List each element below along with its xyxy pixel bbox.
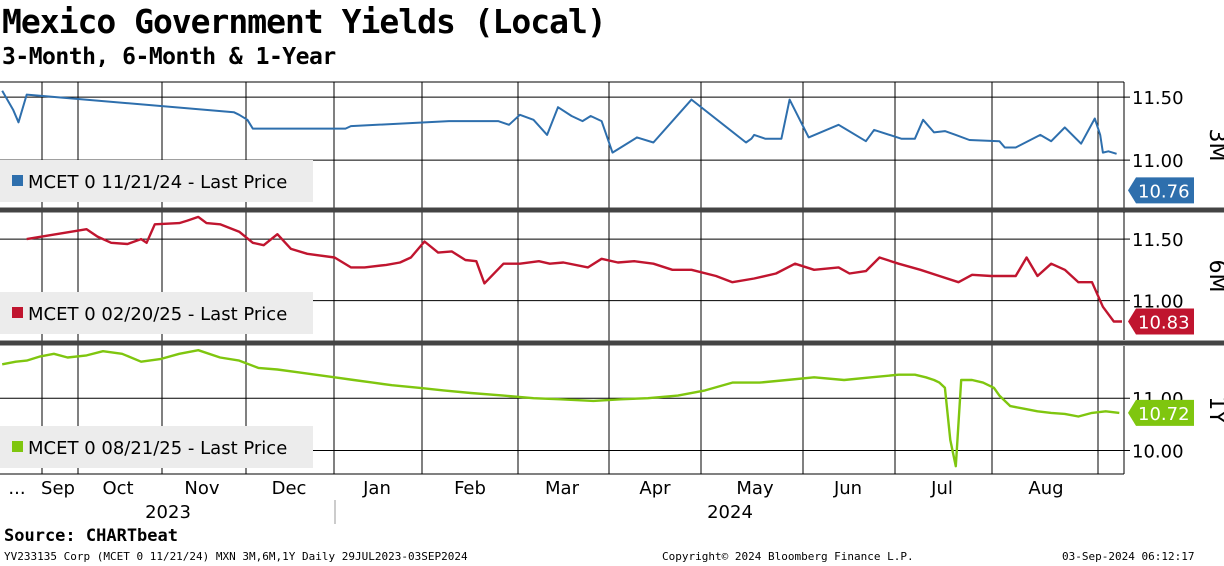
legend-swatch (12, 175, 23, 186)
x-tick-label: Jun (833, 478, 862, 499)
panel-separator (0, 340, 1224, 346)
x-tick-label: Aug (1028, 478, 1063, 499)
y-tick-label: 10.00 (1132, 441, 1184, 462)
x-year-label: 2023 (145, 502, 191, 523)
chart-title: Mexico Government Yields (Local) (2, 2, 607, 41)
legend-label: MCET 0 08/21/25 - Last Price (28, 438, 287, 459)
x-tick-label: Nov (184, 478, 219, 499)
x-tick-label: Dec (272, 478, 307, 499)
legend-box (0, 426, 313, 468)
last-price-tag (1128, 308, 1194, 335)
last-price-tag (1128, 177, 1194, 204)
footer-timestamp: 03-Sep-2024 06:12:17 (1062, 550, 1195, 563)
y-tick-label: 11.00 (1132, 292, 1184, 313)
x-tick-label: ... (8, 478, 25, 499)
legend-label: MCET 0 02/20/25 - Last Price (28, 304, 287, 325)
chart-subtitle: 3-Month, 6-Month & 1-Year (2, 44, 336, 70)
last-price-label: 10.72 (1138, 404, 1190, 425)
footer-copyright: Copyright© 2024 Bloomberg Finance L.P. (662, 550, 914, 563)
x-tick-label: Sep (41, 478, 75, 499)
panel-label: 6M (1204, 260, 1224, 293)
series-line-6m (26, 215, 1122, 323)
series-line-3m (1, 90, 1117, 155)
x-tick-label: Oct (102, 478, 133, 499)
last-price-label: 10.76 (1138, 181, 1190, 202)
source-note: Source: CHARTbeat (4, 526, 178, 546)
y-tick-label: 11.50 (1132, 230, 1184, 251)
legend-box (0, 160, 313, 202)
x-year-label: 2024 (707, 502, 753, 523)
series-line-1y (1, 349, 1120, 468)
last-price-label: 10.83 (1138, 313, 1190, 334)
legend-box (0, 292, 313, 334)
x-tick-label: Apr (639, 478, 671, 499)
panel-separator (0, 207, 1224, 213)
x-tick-label: Jul (930, 478, 953, 499)
last-price-tag (1128, 399, 1194, 426)
legend-swatch (12, 307, 23, 318)
footer-ticker: YV233135 Corp (MCET 0 11/21/24) MXN 3M,6… (4, 550, 468, 563)
panel-label: 1Y (1204, 396, 1224, 424)
x-tick-label: Jan (362, 478, 391, 499)
panel-label: 3M (1204, 129, 1224, 162)
y-tick-label: 11.50 (1132, 88, 1184, 109)
x-tick-label: Mar (545, 478, 580, 499)
legend-swatch (12, 441, 23, 452)
legend-label: MCET 0 11/21/24 - Last Price (28, 172, 287, 193)
x-tick-label: Feb (454, 478, 486, 499)
x-tick-label: May (736, 478, 774, 499)
y-tick-label: 11.00 (1132, 151, 1184, 172)
